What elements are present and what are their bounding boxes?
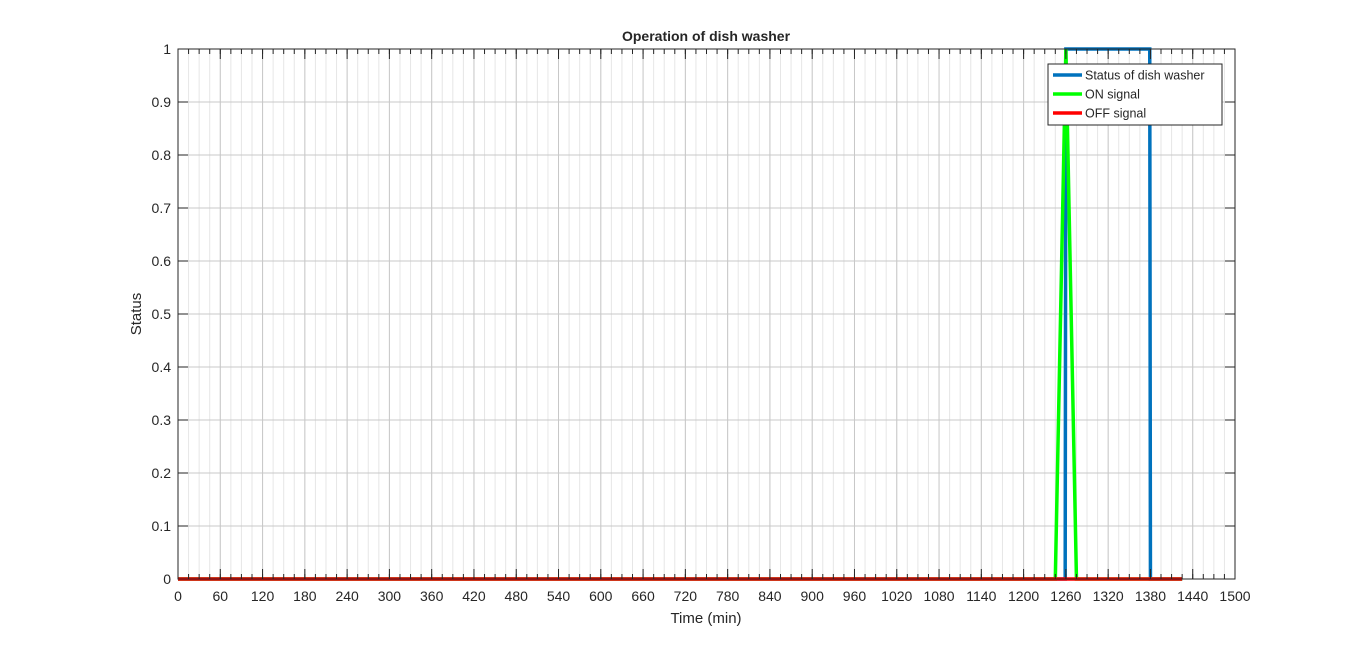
x-tick-label: 420: [462, 588, 486, 604]
x-tick-label: 540: [547, 588, 571, 604]
y-tick-label: 0.3: [152, 412, 172, 428]
x-tick-label: 0: [174, 588, 182, 604]
x-tick-label: 180: [293, 588, 317, 604]
x-tick-label: 720: [674, 588, 698, 604]
legend-item-on-signal: ON signal: [1053, 88, 1140, 102]
y-tick-label: 0.8: [152, 147, 172, 163]
x-tick-label: 60: [212, 588, 228, 604]
y-tick-labels: 0 0.1 0.2 0.3 0.4 0.5 0.6 0.7 0.8 0.9 1: [152, 41, 172, 587]
x-tick-label: 600: [589, 588, 613, 604]
x-tick-label: 1260: [1050, 588, 1081, 604]
x-tick-label: 360: [420, 588, 444, 604]
legend-item-status: Status of dish washer: [1053, 69, 1205, 83]
x-tick-label: 1140: [966, 588, 996, 604]
ticks: [177, 48, 1236, 580]
legend-item-off-signal: OFF signal: [1053, 107, 1146, 121]
x-tick-label: 480: [505, 588, 529, 604]
y-tick-label: 0.6: [152, 253, 172, 269]
x-tick-label: 120: [251, 588, 275, 604]
x-tick-label: 240: [335, 588, 359, 604]
y-tick-label: 0.2: [152, 465, 172, 481]
x-tick-label: 1020: [881, 588, 912, 604]
x-tick-label: 1440: [1177, 588, 1208, 604]
x-tick-label: 780: [716, 588, 740, 604]
legend: Status of dish washer ON signal OFF signal: [1047, 63, 1223, 126]
y-tick-label: 0.1: [152, 518, 172, 534]
x-tick-label: 1320: [1093, 588, 1124, 604]
x-tick-label: 900: [801, 588, 825, 604]
x-tick-label: 1080: [923, 588, 954, 604]
x-axis-label: Time (min): [670, 610, 741, 627]
x-tick-labels: 0 60 120 180 240 300 360 420 480 540 600 660 720 780 8…: [174, 588, 1251, 604]
legend-label: ON signal: [1085, 88, 1140, 102]
y-tick-label: 0.7: [152, 200, 172, 216]
x-tick-label: 1200: [1008, 588, 1039, 604]
x-tick-label: 1500: [1219, 588, 1250, 604]
x-tick-label: 1380: [1135, 588, 1166, 604]
legend-label: Status of dish washer: [1085, 69, 1205, 83]
chart-title: Operation of dish washer: [622, 28, 791, 44]
y-tick-label: 0.9: [152, 94, 172, 110]
x-tick-label: 660: [631, 588, 655, 604]
y-tick-label: 0: [163, 571, 171, 587]
y-tick-label: 0.4: [152, 359, 172, 375]
x-tick-label: 960: [843, 588, 867, 604]
y-tick-label: 1: [163, 41, 171, 57]
x-tick-label: 300: [378, 588, 402, 604]
x-tick-label: 840: [758, 588, 782, 604]
y-tick-label: 0.5: [152, 306, 172, 322]
legend-label: OFF signal: [1085, 107, 1146, 121]
y-axis-label: Status: [128, 293, 145, 336]
